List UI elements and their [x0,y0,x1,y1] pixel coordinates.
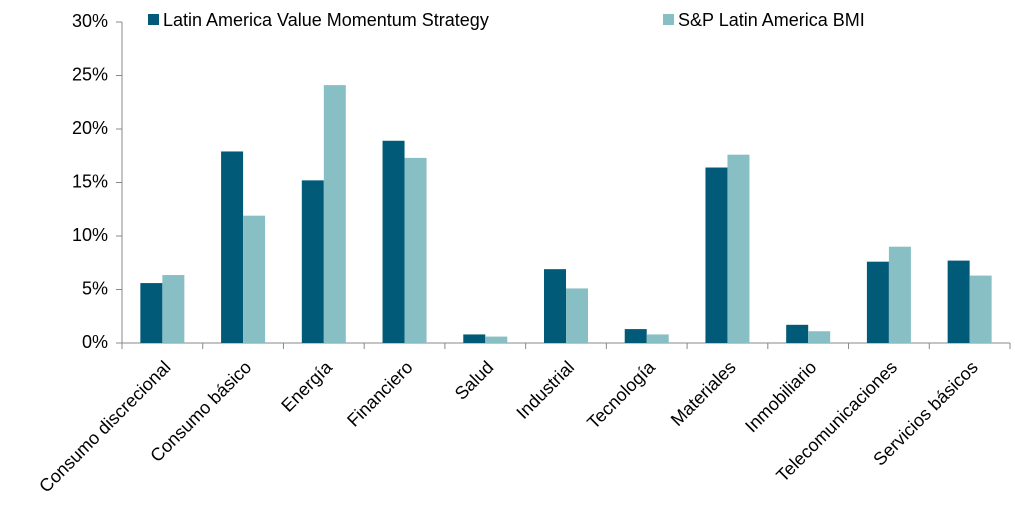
bar [382,140,405,343]
bar [947,260,970,343]
bar [140,283,163,343]
bar [323,85,346,343]
y-tick-label: 25% [72,64,108,84]
bar [646,334,669,343]
y-tick-label: 30% [72,11,108,31]
y-tick-label: 10% [72,225,108,245]
bar [727,154,750,343]
y-tick-label: 15% [72,171,108,191]
legend-label: Latin America Value Momentum Strategy [163,10,489,30]
bar [301,180,324,343]
bar [404,157,427,343]
legend-swatch [148,14,159,25]
bar [162,275,185,343]
x-tick-label: Salud [451,357,498,404]
bar [463,334,486,343]
bar [566,288,588,343]
bar [888,246,911,343]
bar [786,324,809,343]
x-tick-label: Inmobiliario [741,357,820,436]
bar [624,329,647,343]
bar [969,275,992,343]
bar [808,331,831,343]
bar [866,261,889,343]
bar [243,215,266,343]
x-tick-label: Financiero [343,357,417,431]
bar [544,269,566,343]
bar [485,336,508,343]
x-tick-label: Consumo discrecional [35,357,174,496]
x-tick-label: Tecnología [583,356,659,432]
legend-label: S&P Latin America BMI [678,10,865,30]
x-tick-label: Industrial [512,357,578,423]
bar [221,151,244,343]
bar [705,167,728,343]
x-tick-label: Materiales [667,357,740,430]
legend-swatch [663,14,674,25]
y-tick-label: 0% [82,332,108,352]
y-tick-label: 5% [82,278,108,298]
y-tick-label: 20% [72,118,108,138]
x-tick-label: Energía [277,356,336,415]
